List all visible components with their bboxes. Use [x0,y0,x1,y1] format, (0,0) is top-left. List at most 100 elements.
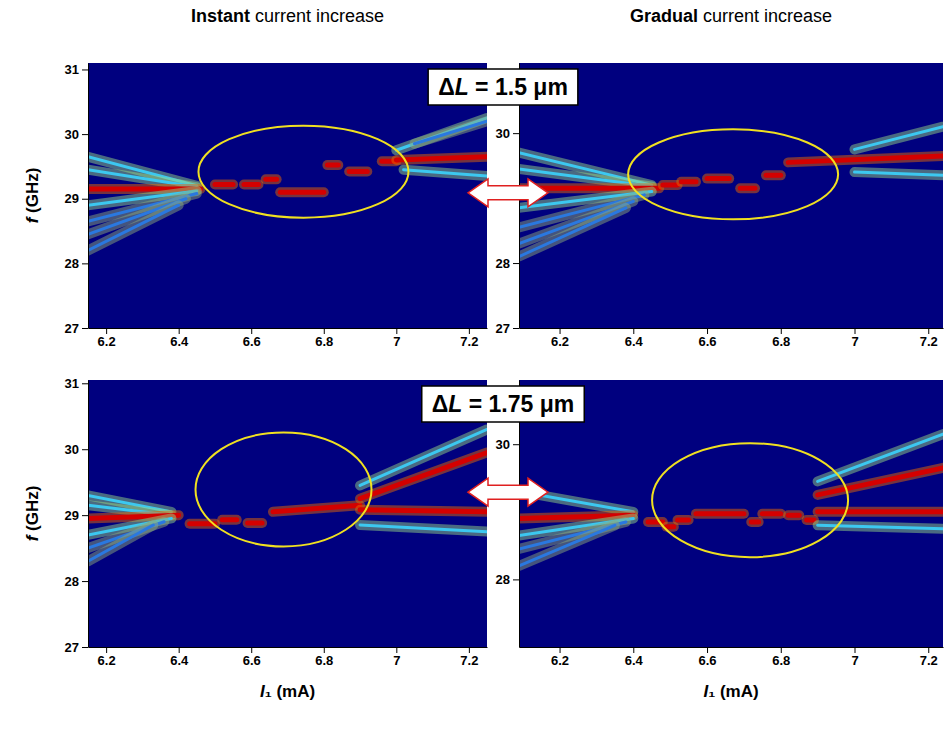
x-tick: 6.2 [98,647,116,668]
y-tick-label: 27 [65,321,79,336]
ridge-glow [215,180,233,190]
ridge-glow [88,525,153,561]
y-tick: 28 [496,572,519,587]
x-tick-mark [106,647,107,653]
ridge-line [396,118,487,150]
ridge-line [855,127,943,150]
y-tick-mark [82,199,88,200]
y-axis: 2728293031 [65,62,89,336]
y-tick-mark [82,134,88,135]
x-tick-mark [928,328,929,334]
double-arrow [468,179,548,207]
x-tick-label: 6.8 [315,653,333,668]
ridge-line [855,172,943,175]
ridge-line [788,156,943,162]
panel: 6.26.46.66.877.22728293031f (GHz) [23,62,488,349]
y-tick-mark [82,449,88,450]
ridge-glow [244,180,259,190]
x-tick-label: 7.2 [920,653,938,668]
ridge-glow [519,208,626,257]
ridge-line [696,511,744,516]
ridge-line [244,182,259,187]
y-tick-mark [513,133,519,134]
ridge-line [349,169,367,174]
x-tick-label: 6.6 [243,653,261,668]
y-tick-label: 30 [496,126,510,141]
x-tick: 7.2 [460,328,478,349]
y-tick: 28 [65,256,88,271]
y-tick-mark [82,263,88,264]
ridge-glow [414,121,487,144]
ridge-glow [740,183,755,193]
x-tick-mark [633,328,634,334]
y-tick-mark [82,383,88,384]
highlight-ellipse [628,129,838,219]
figure-svg: 6.26.46.66.877.22728293031f (GHz)6.26.46… [0,0,952,747]
ridge-line [88,205,179,250]
ridge-line [222,517,237,522]
ridge-glow [360,510,487,512]
ridge-line [663,183,678,188]
x-axis-line [520,328,944,329]
x-tick-label: 7 [393,334,400,349]
x-tick-label: 6.4 [170,334,189,349]
y-tick: 29 [65,191,88,206]
ridges [88,118,487,251]
ridge-glow [855,172,943,175]
x-tick-mark [560,328,561,334]
x-tick: 6.8 [315,328,333,349]
y-tick-mark [513,328,519,329]
ridge-glow [360,525,487,532]
x-tick-mark [781,328,782,334]
y-tick-label: 28 [65,256,79,271]
x-tick-mark [707,328,708,334]
y-tick-label: 27 [65,640,79,655]
x-tick-label: 6.2 [551,334,569,349]
x-tick: 7.2 [460,647,478,668]
x-tick-label: 6.4 [625,334,644,349]
x-tick: 6.6 [243,647,261,668]
plot-background [88,63,487,328]
ridge-line [519,525,615,566]
row-title-background [428,69,578,105]
ridge-glow [404,170,487,176]
x-tick: 6.4 [625,328,644,349]
ridge-glow [396,118,487,150]
ridge-line [519,208,626,257]
x-tick-mark [324,647,325,653]
ridge-glow [519,525,615,566]
highlight-ellipse [196,432,372,546]
x-tick: 6.8 [772,647,790,668]
x-tick-label: 7.2 [920,334,938,349]
y-tick: 30 [65,127,88,142]
row-title-background [422,386,584,422]
y-tick-label: 29 [65,191,79,206]
x-tick-label: 6.2 [98,334,116,349]
ridge-line [360,429,487,485]
ridge-line [360,510,487,512]
x-tick-label: 6.6 [243,334,261,349]
x-axis: 6.26.46.66.877.2 [89,647,488,668]
x-tick-mark [324,328,325,334]
ridge-glow [788,156,943,162]
x-tick: 6.2 [551,647,569,668]
x-axis-line [520,647,944,648]
y-tick-mark [82,515,88,516]
y-tick: 30 [65,442,88,457]
x-tick: 7.2 [920,328,938,349]
x-tick: 7 [393,328,400,349]
y-tick-mark [513,444,519,445]
y-tick-mark [82,647,88,648]
x-tick-label: 7 [851,653,858,668]
panel: 6.26.46.66.877.22830I₁ (mA) [496,380,944,701]
x-tick: 6.4 [170,328,189,349]
x-tick-mark [179,328,180,334]
x-tick-mark [251,647,252,653]
ridge-glow [707,174,729,184]
y-tick-label: 29 [65,508,79,523]
x-tick: 6.8 [772,328,790,349]
ridge-line [751,519,758,524]
ridge-glow [855,127,943,150]
ridge-glow [696,509,744,519]
x-tick-mark [179,647,180,653]
